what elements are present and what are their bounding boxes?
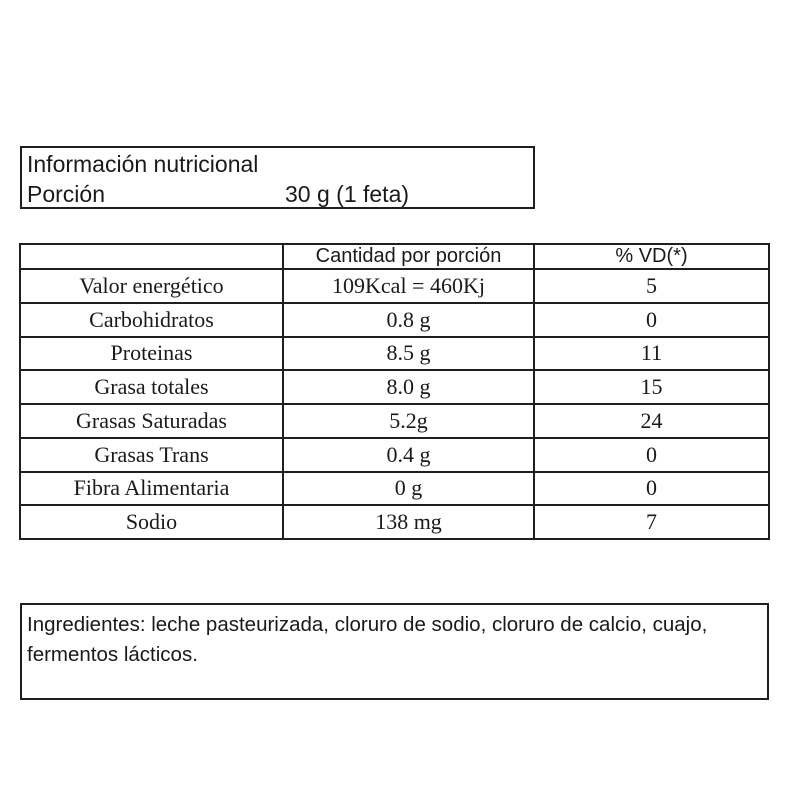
amount-cell: 8.0 g bbox=[282, 369, 535, 405]
vd-cell: 0 bbox=[533, 436, 770, 473]
table-row: Grasas Saturadas 5.2g 24 bbox=[19, 403, 770, 439]
portion-label: Porción bbox=[27, 181, 105, 207]
column-header-nutrient bbox=[19, 243, 284, 270]
table-row: Proteinas 8.5 g 11 bbox=[19, 335, 770, 372]
nutrient-name-cell: Sodio bbox=[19, 504, 284, 540]
table-row: Sodio 138 mg 7 bbox=[19, 504, 770, 540]
nutrient-name-cell: Grasa totales bbox=[19, 369, 284, 405]
table-row: Grasas Trans 0.4 g 0 bbox=[19, 436, 770, 473]
vd-cell: 0 bbox=[533, 470, 770, 507]
nutrient-name-cell: Carbohidratos bbox=[19, 301, 284, 338]
table-row: Valor energético 109Kcal = 460Kj 5 bbox=[19, 268, 770, 304]
column-header-amount: Cantidad por porción bbox=[282, 243, 535, 270]
amount-cell: 8.5 g bbox=[282, 335, 535, 372]
nutrient-name-cell: Grasas Saturadas bbox=[19, 403, 284, 439]
amount-cell: 0.8 g bbox=[282, 301, 535, 338]
ingredients-line: Ingredientes: leche pasteurizada, clorur… bbox=[27, 613, 708, 636]
vd-cell: 0 bbox=[533, 301, 770, 338]
table-row: Grasa totales 8.0 g 15 bbox=[19, 369, 770, 405]
table-header-row: Cantidad por porción % VD(*) bbox=[19, 243, 770, 270]
label-title: Información nutricional bbox=[27, 151, 259, 177]
nutrient-name-cell: Valor energético bbox=[19, 268, 284, 304]
vd-cell: 5 bbox=[533, 268, 770, 304]
amount-cell: 109Kcal = 460Kj bbox=[282, 268, 535, 304]
ingredients-box: Ingredientes: leche pasteurizada, clorur… bbox=[20, 603, 769, 700]
table-row: Fibra Alimentaria 0 g 0 bbox=[19, 470, 770, 507]
nutrition-table: Cantidad por porción % VD(*) Valor energ… bbox=[19, 243, 770, 540]
nutrient-name-cell: Proteinas bbox=[19, 335, 284, 372]
vd-cell: 15 bbox=[533, 369, 770, 405]
amount-cell: 138 mg bbox=[282, 504, 535, 540]
amount-cell: 5.2g bbox=[282, 403, 535, 439]
table-row: Carbohidratos 0.8 g 0 bbox=[19, 301, 770, 338]
ingredients-line: fermentos lácticos. bbox=[27, 643, 198, 666]
amount-cell: 0.4 g bbox=[282, 436, 535, 473]
nutrient-name-cell: Grasas Trans bbox=[19, 436, 284, 473]
portion-row: Porción 30 g (1 feta) bbox=[27, 179, 533, 207]
column-header-vd: % VD(*) bbox=[533, 243, 770, 270]
amount-cell: 0 g bbox=[282, 470, 535, 507]
portion-value: 30 g (1 feta) bbox=[285, 181, 410, 207]
nutrient-name-cell: Fibra Alimentaria bbox=[19, 470, 284, 507]
serving-info-box: Información nutricional Porción 30 g (1 … bbox=[20, 146, 535, 209]
vd-cell: 24 bbox=[533, 403, 770, 439]
vd-cell: 7 bbox=[533, 504, 770, 540]
vd-cell: 11 bbox=[533, 335, 770, 372]
